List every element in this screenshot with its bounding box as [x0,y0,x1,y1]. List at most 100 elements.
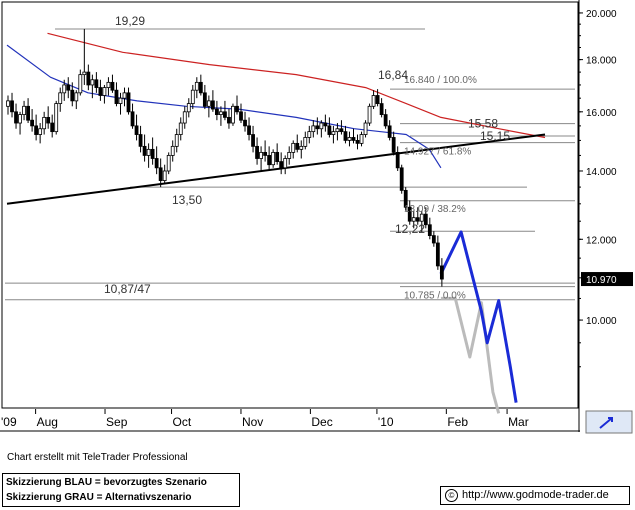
x-tick-label: '10 [378,415,394,429]
candle-body [46,116,51,124]
candle-body [279,161,284,169]
candle-body [78,74,83,94]
candle-body [154,158,159,169]
price-level-label: 12,22 [395,222,425,236]
candle-body [407,206,412,222]
candle-body [351,137,356,141]
support-trendline [6,133,546,205]
candle-body [259,151,263,159]
candle-body [379,103,384,115]
candle-body [42,116,47,130]
candle-body [138,134,143,147]
legend-blue-scenario: Skizzierung BLAU = bevorzugtes Szenario [6,477,207,488]
candle-body [267,155,272,166]
candle-body [331,131,336,135]
x-tick-label: Sep [106,415,128,429]
candle-body [339,128,344,133]
candle-body [130,111,135,127]
candle-body [255,145,259,159]
fib-label: 10.785 / 0.0% [404,291,466,302]
candle-body [186,103,191,113]
candle-body [202,92,207,107]
candle-body [86,71,91,86]
candle-body [231,105,235,124]
fib-label: 14.927 / 61.8% [404,147,471,158]
x-tick-label: Dec [311,415,332,429]
candle-body [227,116,231,124]
candle-body [34,125,39,135]
candle-body [295,142,300,150]
price-level-label: 15,15 [480,129,510,143]
candle-body [343,131,348,141]
candle-body [82,71,87,76]
candle-body [263,151,268,156]
candle-body [50,122,55,133]
current-price-box [581,272,633,287]
candle-body [363,122,368,135]
candle-body [299,145,304,150]
candle-body [158,167,163,181]
candle-body [415,217,420,222]
candle-body [307,131,312,138]
candle-body [403,189,408,208]
candle-body [118,97,123,104]
x-tick-label: Aug [37,415,58,429]
candle-body [391,137,396,153]
candle-body [74,92,79,102]
candle-body [22,105,26,115]
candle-body [142,145,147,156]
source-url[interactable]: http://www.godmode-trader.de [462,489,609,501]
fib-label: 13.09 / 38.2% [404,204,466,215]
candle-body [166,155,171,172]
candle-body [94,79,99,88]
candle-body [319,122,324,130]
candle-body [291,142,296,153]
candle-body [419,213,424,222]
candle-body [355,140,360,144]
x-tick-label: Mar [508,415,529,429]
candle-body [235,105,239,113]
current-price-label: 10.970 [586,275,617,286]
candle-body [10,100,14,113]
price-level-label: 19,29 [115,14,145,28]
price-level-label: 16,84 [378,68,408,82]
candle-body [431,235,436,244]
candle-body [423,213,428,226]
x-tick-label: Nov [242,415,263,429]
source-link[interactable]: © http://www.godmode-trader.de [440,486,630,505]
candle-body [435,242,440,267]
gray-scenario-line [440,296,501,414]
candle-body [174,134,179,147]
candle-body [6,100,10,107]
candle-body [223,111,227,118]
y-tick-label: 14.000 [586,167,617,178]
legend-gray-scenario: Skizzierung GRAU = Alternativszenario [6,492,192,503]
candle-body [327,125,332,135]
candle-body [102,87,107,96]
candle-body [114,89,119,104]
candle-body [106,81,111,88]
zoom-arrow-icon [599,417,613,429]
candle-body [62,84,67,94]
candle-body [90,79,95,86]
candle-body [146,148,151,156]
fib-label: 16.840 / 100.0% [404,75,477,86]
candle-body [427,224,432,237]
copyright-icon: © [445,489,458,502]
candle-body [243,119,247,127]
candle-body [387,125,392,138]
candle-body [190,89,195,104]
candle-body [170,145,175,156]
candle-body [14,111,18,124]
candle-body [283,158,288,169]
y-tick-label: 16.000 [586,108,617,119]
candle-body [122,92,127,99]
candle-body [399,167,404,191]
candle-body [210,100,215,110]
price-level-label: 13,50 [172,193,202,207]
blue-scenario-line [439,230,518,403]
plot-frame [1,1,579,409]
candle-body [66,84,71,91]
candle-body [367,105,372,124]
candle-body [98,87,103,96]
